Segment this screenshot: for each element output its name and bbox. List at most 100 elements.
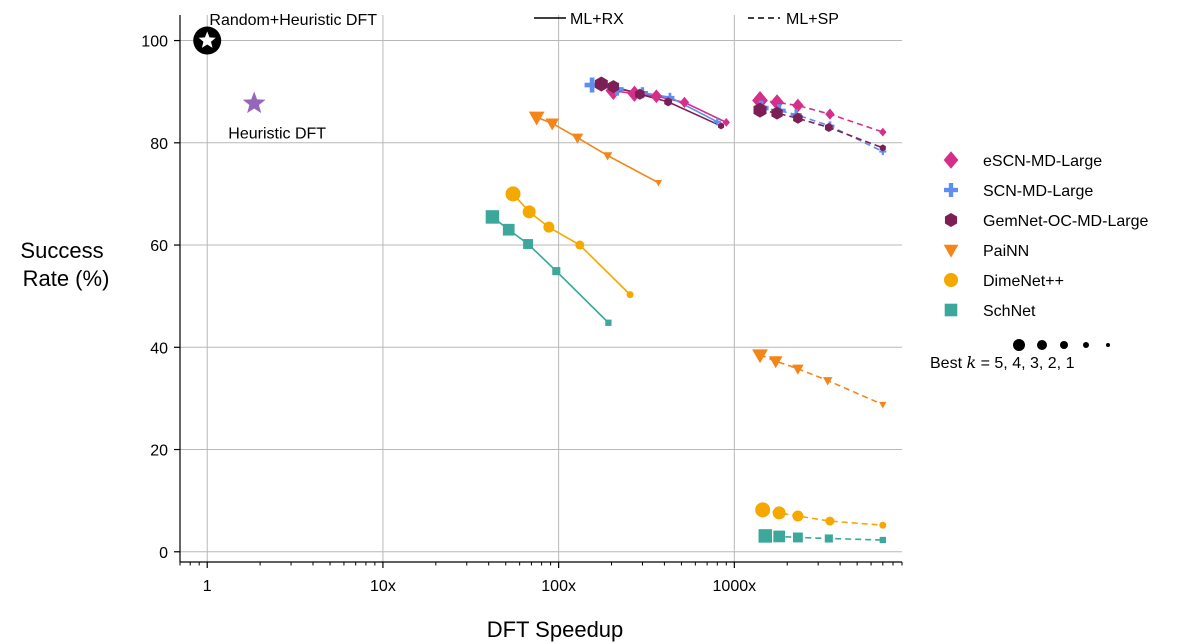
dimenet--legend-marker xyxy=(944,273,958,287)
escn-md-large-ml-rx-point xyxy=(650,89,663,104)
escn-md-large-legend-label: eSCN-MD-Large xyxy=(983,153,1102,170)
painn-ml-rx-point xyxy=(602,152,613,161)
size-legend-label: Best k = 5, 4, 3, 2, 1 xyxy=(930,353,1075,372)
gemnet-oc-md-large-ml-rx-point xyxy=(607,80,620,94)
schnet-ml-sp-point xyxy=(758,529,773,543)
y-tick-label: 20 xyxy=(150,443,168,460)
x-tick-label: 1 xyxy=(203,578,212,595)
y-tick-label: 40 xyxy=(150,340,168,357)
scn-md-large-ml-sp-point-v xyxy=(881,147,884,155)
ml-sp-legend-label: ML+SP xyxy=(786,11,839,28)
schnet-legend-label: SchNet xyxy=(983,303,1036,320)
escn-md-large-ml-sp-point xyxy=(825,108,835,120)
escn-md-large-ml-sp-point xyxy=(792,98,804,113)
gemnet-oc-md-large-ml-sp-line xyxy=(759,109,884,149)
scn-md-large-ml-rx-point-v xyxy=(716,118,719,126)
size-legend-values: = 5, 4, 3, 2, 1 xyxy=(976,355,1074,372)
dimenet--ml-sp-point xyxy=(792,510,804,522)
gemnet-oc-md-large-legend-label: GemNet-OC-MD-Large xyxy=(983,213,1148,230)
scn-md-large-ml-rx-point-v xyxy=(589,77,595,93)
dimenet--ml-rx-point xyxy=(543,221,555,233)
y-tick-label: 0 xyxy=(159,545,168,562)
reference-points: Random+Heuristic DFT Heuristic DFT xyxy=(193,12,377,142)
size-legend-dot xyxy=(1013,339,1025,351)
dimenet--ml-rx-point xyxy=(575,240,585,250)
painn-ml-rx-point xyxy=(654,180,663,187)
painn-ml-rx-point xyxy=(545,118,560,131)
size-legend-dot xyxy=(1083,342,1089,348)
schnet-ml-rx-point xyxy=(485,210,500,224)
painn-ml-rx-point xyxy=(571,133,584,144)
escn-md-large-ml-rx-point xyxy=(722,117,730,127)
x-tick-label: 10x xyxy=(370,578,396,595)
painn-ml-rx-point xyxy=(528,111,545,126)
schnet-ml-rx-point xyxy=(605,319,612,326)
heuristic-dft-marker xyxy=(242,91,266,114)
size-legend-k: k xyxy=(966,353,976,372)
painn-ml-sp-point xyxy=(752,349,768,364)
line-style-legend: ML+RX ML+SP xyxy=(534,11,839,28)
size-legend-dot xyxy=(1037,340,1047,350)
gemnet-oc-md-large-ml-rx-point xyxy=(594,76,608,92)
dimenet--legend-label: DimeNet++ xyxy=(983,273,1064,290)
scn-md-large-legend-label: SCN-MD-Large xyxy=(983,183,1093,200)
scn-md-large-ml-rx-point xyxy=(665,92,675,102)
dimenet--ml-rx-point xyxy=(505,186,521,202)
y-tick-label: 80 xyxy=(150,136,168,153)
gemnet-oc-md-large-ml-rx-point xyxy=(635,88,645,100)
axis-ticks: 0 20 40 60 80 100 1 10x 100x 1000x xyxy=(141,34,903,595)
schnet-ml-rx-point xyxy=(502,223,515,236)
size-legend-prefix: Best xyxy=(930,355,966,372)
dimenet--ml-sp-point xyxy=(755,502,771,518)
dimenet--ml-rx-point xyxy=(522,205,536,219)
gemnet-oc-md-large-legend-marker xyxy=(944,213,958,227)
painn-legend-marker xyxy=(943,244,959,258)
scn-md-large-ml-rx-point-v xyxy=(668,92,672,102)
scn-md-large-legend-marker xyxy=(944,183,958,197)
series-lines xyxy=(491,83,884,541)
schnet-ml-sp-point xyxy=(773,530,786,543)
x-axis-label: DFT Speedup xyxy=(487,617,624,642)
x-tick-label: 1000x xyxy=(713,578,757,595)
painn-ml-sp-point xyxy=(822,377,833,386)
x-tick-label: 100x xyxy=(541,578,576,595)
schnet-ml-sp-point xyxy=(824,534,833,543)
scn-md-large-ml-rx-point xyxy=(713,118,721,126)
gemnet-oc-md-large-ml-sp-point xyxy=(824,122,833,132)
dimenet--ml-sp-point xyxy=(772,506,786,520)
escn-md-large-ml-sp-point xyxy=(879,127,887,137)
painn-ml-sp-point xyxy=(768,356,783,369)
escn-md-large-legend-marker xyxy=(943,151,959,169)
ml-rx-legend-label: ML+RX xyxy=(570,11,624,28)
series-markers xyxy=(485,76,887,544)
gemnet-oc-md-large-ml-rx-point xyxy=(718,122,725,130)
schnet-ml-sp-point xyxy=(792,532,803,543)
y-tick-label: 100 xyxy=(141,34,168,51)
y-tick-label: 60 xyxy=(150,238,168,255)
schnet-ml-sp-point xyxy=(879,536,886,544)
painn-ml-sp-point xyxy=(792,364,804,375)
painn-ml-rx-line xyxy=(536,116,659,184)
gemnet-oc-md-large-ml-rx-point xyxy=(664,97,673,107)
escn-md-large-ml-rx-point xyxy=(679,96,690,109)
dimenet--ml-sp-point xyxy=(879,521,887,529)
gemnet-oc-md-large-ml-sp-point xyxy=(879,144,886,152)
schnet-ml-rx-point xyxy=(552,267,561,276)
size-legend-dot xyxy=(1106,343,1110,347)
grid-lines xyxy=(180,15,902,562)
y-axis-label-line2: Rate (%) xyxy=(23,266,110,291)
marker-size-legend: Best k = 5, 4, 3, 2, 1 xyxy=(930,339,1110,372)
y-axis-label-line1: Success xyxy=(20,238,103,263)
gemnet-oc-md-large-ml-sp-point xyxy=(793,112,803,124)
random-heuristic-dft-label: Random+Heuristic DFT xyxy=(209,12,377,29)
scn-md-large-legend-marker-v xyxy=(948,183,954,197)
gemnet-oc-md-large-ml-sp-point xyxy=(753,102,767,118)
size-legend-dot xyxy=(1060,341,1068,349)
axes xyxy=(179,15,902,563)
painn-ml-sp-point xyxy=(879,401,887,409)
heuristic-dft-label: Heuristic DFT xyxy=(228,125,326,142)
scn-md-large-ml-rx-point xyxy=(584,77,600,93)
random-heuristic-dft-marker-star xyxy=(198,31,216,48)
series-legend: eSCN-MD-Large SCN-MD-Large GemNet-OC-MD-La… xyxy=(943,151,1148,320)
